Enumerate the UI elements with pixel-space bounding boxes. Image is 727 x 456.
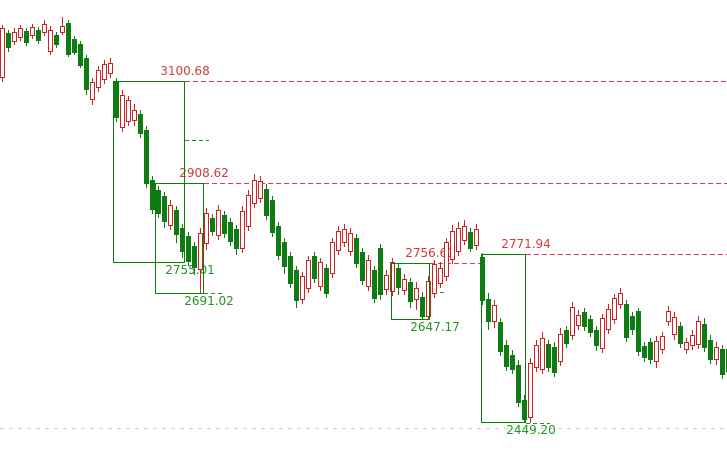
current-price-dashed-line	[0, 428, 727, 429]
price-level-dashed-line	[526, 254, 727, 255]
measure-box[interactable]	[481, 254, 526, 423]
price-level-dashed-line	[430, 263, 481, 264]
measure-bottom-price-label: 2691.02	[184, 294, 234, 308]
price-level-dashed-line	[204, 183, 727, 184]
measure-box[interactable]	[391, 263, 430, 320]
measure-box[interactable]	[113, 81, 185, 263]
measure-top-price-label: 3100.68	[160, 64, 210, 78]
measure-top-price-label: 2771.94	[501, 237, 551, 251]
measure-bottom-price-label: 2449.20	[506, 423, 556, 437]
measure-top-price-label: 2908.62	[179, 166, 229, 180]
measure-bottom-price-label: 2647.17	[410, 320, 460, 334]
measure-box[interactable]	[155, 183, 204, 294]
measure-dashed-segment	[526, 423, 550, 424]
measure-top-price-label: 2756.61	[405, 246, 455, 260]
price-level-dashed-line	[185, 81, 727, 82]
measure-dashed-segment	[204, 293, 223, 294]
measure-dashed-segment	[185, 140, 209, 141]
